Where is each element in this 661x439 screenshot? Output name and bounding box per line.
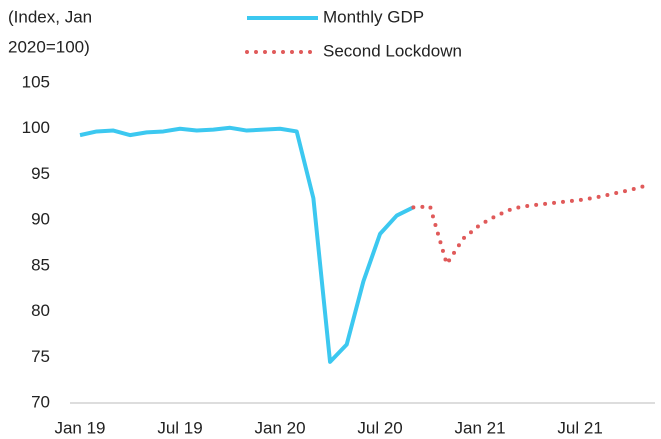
- y-axis-label: 2020=100): [8, 37, 90, 56]
- legend-label: Monthly GDP: [323, 7, 424, 26]
- x-tick-label: Jul 19: [157, 418, 202, 437]
- series-line: [79, 125, 415, 364]
- series-line: [411, 183, 649, 269]
- y-tick-label: 90: [31, 210, 50, 229]
- y-axis-label: (Index, Jan: [8, 7, 92, 26]
- legend-label: Second Lockdown: [323, 41, 462, 60]
- x-tick-label: Jan 19: [54, 418, 105, 437]
- x-tick-label: Jul 21: [557, 418, 602, 437]
- x-tick-label: Jan 21: [455, 418, 506, 437]
- y-tick-label: 70: [31, 392, 50, 411]
- x-tick-label: Jan 20: [255, 418, 306, 437]
- y-tick-label: 100: [22, 118, 50, 137]
- y-tick-label: 105: [22, 72, 50, 91]
- y-tick-label: 85: [31, 255, 50, 274]
- y-tick-label: 80: [31, 301, 50, 320]
- y-tick-label: 95: [31, 164, 50, 183]
- x-tick-label: Jul 20: [357, 418, 402, 437]
- y-tick-label: 75: [31, 347, 50, 366]
